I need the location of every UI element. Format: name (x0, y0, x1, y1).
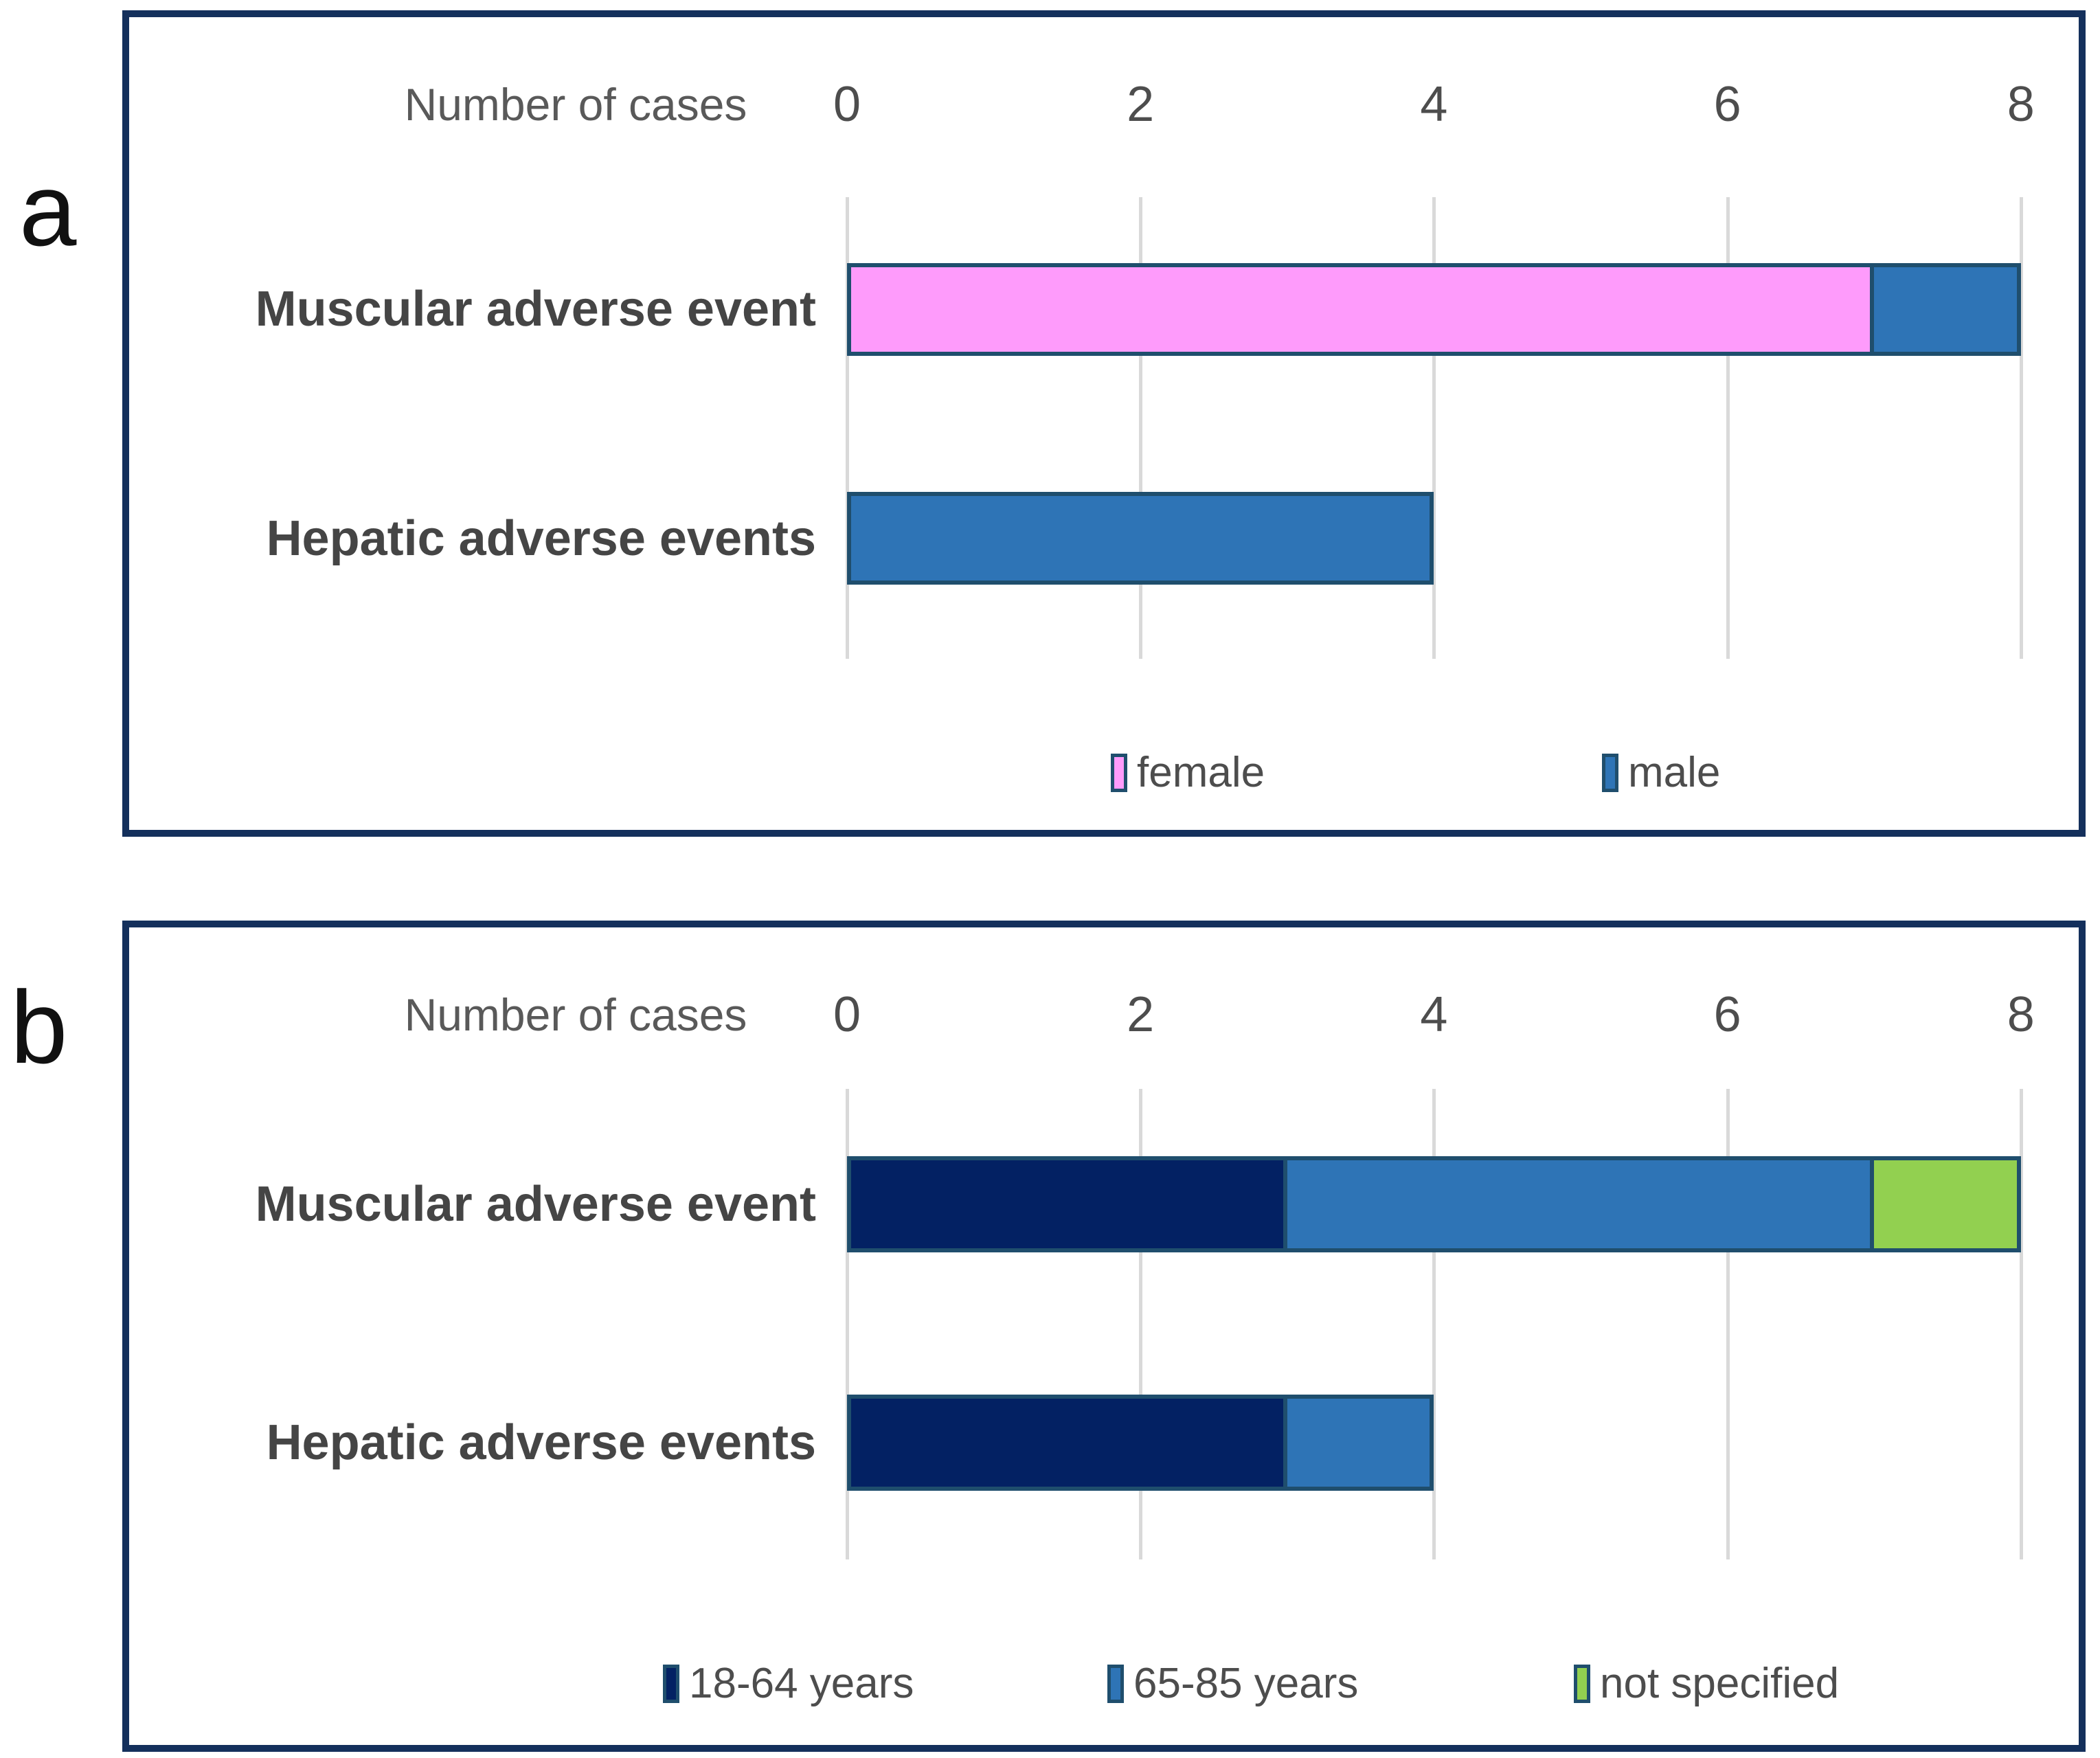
gridline (1726, 197, 1730, 659)
x-axis-tick-label: 0 (833, 77, 861, 132)
legend-label-18-64-years: 18-64 years (689, 1660, 914, 1707)
gridline (846, 1089, 849, 1559)
bar-segment-male (847, 492, 1434, 585)
x-axis-tick-label: 6 (1713, 77, 1741, 132)
bar-segment-male (1870, 263, 2021, 356)
gridline (1432, 197, 1436, 659)
category-label: Hepatic adverse events (266, 1415, 816, 1470)
legend-swatch-18-64-years (663, 1665, 679, 1703)
bar-segment-18-64-years (847, 1156, 1287, 1252)
legend-swatch-male (1602, 754, 1618, 792)
category-label: Muscular adverse event (255, 1177, 816, 1232)
bar-segment-18-64-years (847, 1395, 1287, 1491)
gridline (1432, 1089, 1436, 1559)
chart-panel-b: Number of cases 0 2 4 6 8 Muscular adverse ev… (122, 921, 2086, 1752)
legend-label-male: male (1628, 749, 1721, 796)
gridline (1139, 1089, 1143, 1559)
x-axis-tick-label: 6 (1713, 987, 1741, 1042)
x-axis-tick-label: 2 (1127, 987, 1155, 1042)
legend-swatch-not-specified (1574, 1665, 1590, 1703)
x-axis-tick-label: 4 (1420, 987, 1448, 1042)
axis-title-number-of-cases: Number of cases (404, 79, 747, 130)
x-axis-tick-label: 8 (2007, 987, 2035, 1042)
category-label: Hepatic adverse events (266, 511, 816, 566)
x-axis-tick-label: 2 (1127, 77, 1155, 132)
x-axis-tick-label: 8 (2007, 77, 2035, 132)
panel-letter-b: b (10, 969, 68, 1085)
gridline (2019, 197, 2023, 659)
legend-label-65-85-years: 65-85 years (1133, 1660, 1359, 1707)
bar-segment-not-specified (1870, 1156, 2021, 1252)
category-label: Muscular adverse event (255, 282, 816, 337)
legend-swatch-65-85-years (1107, 1665, 1124, 1703)
axis-title-number-of-cases: Number of cases (404, 989, 747, 1040)
x-axis-tick-label: 4 (1420, 77, 1448, 132)
gridline (1726, 1089, 1730, 1559)
bar-segment-female (847, 263, 1875, 356)
chart-panel-a: Number of cases 0 2 4 6 8 Muscular adverse ev… (122, 10, 2086, 837)
gridline (2019, 1089, 2023, 1559)
x-axis-tick-label: 0 (833, 987, 861, 1042)
bar-segment-65-85-years (1283, 1156, 1875, 1252)
panel-letter-a: a (19, 152, 77, 267)
legend-label-not-specified: not specified (1600, 1660, 1840, 1707)
gridline (846, 197, 849, 659)
gridline (1139, 197, 1143, 659)
bar-segment-65-85-years (1283, 1395, 1434, 1491)
legend-swatch-female (1111, 754, 1127, 792)
legend-label-female: female (1137, 749, 1265, 796)
